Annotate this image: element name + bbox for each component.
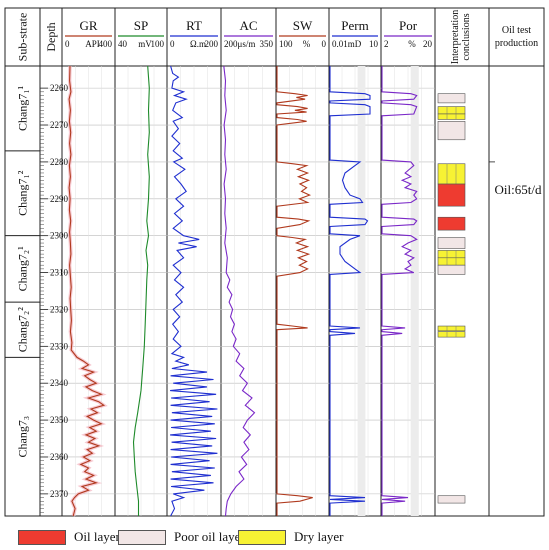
- zone-label: Chang7₂¹: [16, 246, 30, 292]
- legend-swatch-poor-oil: [118, 529, 166, 545]
- track-scale-left: 0: [170, 39, 175, 49]
- oil-test-value: Oil:65t/d: [495, 182, 542, 197]
- depth-tick-label: 2290: [50, 194, 69, 204]
- track-unit: Ω.m: [190, 39, 206, 49]
- track-scale-right: 100: [151, 39, 165, 49]
- track-unit: %: [303, 39, 311, 49]
- track-scale-left: 40: [118, 39, 128, 49]
- interpretation-column: [437, 93, 466, 504]
- log-curves: [67, 65, 418, 517]
- legend-swatch-dry: [238, 529, 286, 545]
- track-title: Por: [399, 18, 418, 33]
- track-scale-right: 400: [99, 39, 113, 49]
- interpretation-dry-layer: [437, 106, 466, 115]
- depth-tick-label: 2370: [50, 489, 69, 499]
- interpretation-poor-layer: [437, 495, 466, 504]
- legend-oil-layer: Oil layer: [18, 528, 120, 546]
- ac-curve: [223, 65, 256, 517]
- interpretation-dry-layer: [437, 331, 466, 338]
- track-scale-left: 0: [65, 39, 70, 49]
- sp-curve: [132, 65, 150, 516]
- depth-tick-label: 2330: [50, 341, 69, 351]
- track-scale-right: 20: [423, 39, 433, 49]
- oil-test-column: Oil:65t/d: [489, 161, 542, 197]
- track-scale-left: 2: [384, 39, 389, 49]
- legend-dry-layer: Dry layer: [238, 528, 343, 546]
- track-title: Perm: [341, 18, 368, 33]
- depth-header: Depth: [44, 22, 58, 51]
- interpretation-dry-layer: [437, 257, 466, 266]
- track-title: AC: [239, 18, 257, 33]
- depth-tick-label: 2280: [50, 157, 69, 167]
- interpretation-poor-layer: [437, 264, 466, 275]
- interpretation-poor-layer: [437, 237, 466, 249]
- track-scale-left: 0.01mD: [332, 39, 362, 49]
- perm-curve: [329, 66, 371, 516]
- zone-label: Chang7₁²: [16, 170, 30, 216]
- depth-tick-label: 2350: [50, 415, 69, 425]
- rt-curve: [170, 65, 218, 517]
- track-title: RT: [186, 18, 202, 33]
- depth-tick-label: 2300: [50, 231, 69, 241]
- interpretation-oil-layer: [437, 216, 466, 231]
- track-scale-right: 350: [260, 39, 274, 49]
- legend-label-poor-oil: Poor oil layer: [174, 529, 245, 544]
- track-title: GR: [79, 18, 97, 33]
- depth-tick-label: 2310: [50, 268, 69, 278]
- track-title: SW: [293, 18, 313, 33]
- depth-tick-label: 2270: [50, 120, 69, 130]
- interpretation-oil-layer: [437, 183, 466, 207]
- depth-tick-label: 2260: [50, 83, 69, 93]
- oil-test-header: Oil test: [502, 25, 531, 36]
- legend-label-oil: Oil layer: [74, 529, 120, 544]
- zone-label: Chang7₃: [16, 416, 30, 458]
- por-curve: [381, 66, 418, 516]
- interpretation-header: conclusions: [461, 13, 472, 60]
- legend-poor-oil-layer: Poor oil layer: [118, 528, 245, 546]
- interpretation-poor-layer: [437, 121, 466, 141]
- legend-label-dry: Dry layer: [294, 529, 344, 544]
- track-unit: %: [408, 39, 416, 49]
- interpretation-dry-layer: [437, 325, 466, 332]
- track-scale-left: 200μs/m: [224, 39, 255, 49]
- depth-axis: 2260 2270 2280 2290 2300 2310 2320 2330 2340 2350…: [50, 83, 69, 499]
- interpretation-dry-layer: [437, 113, 466, 120]
- interpretation-poor-layer: [437, 93, 466, 104]
- gr-curve: [68, 65, 106, 517]
- track-title: SP: [134, 18, 148, 33]
- track-scale-right: 0: [322, 39, 327, 49]
- track-unit: API: [85, 39, 100, 49]
- depth-tick-label: 2360: [50, 452, 69, 462]
- substrate-header: Sub-strate: [16, 13, 30, 62]
- depth-tick-label: 2340: [50, 378, 69, 388]
- track-scale-right: 200: [205, 39, 219, 49]
- track-scale-right: 10: [369, 39, 379, 49]
- track-scale-left: 100: [279, 39, 293, 49]
- interpretation-dry-layer: [437, 163, 466, 185]
- depth-tick-label: 2320: [50, 304, 69, 314]
- substrate-zones: Chang7₁¹ Chang7₁² Chang7₂¹ Chang7₂² Chang7₃: [5, 85, 40, 457]
- interpretation-header: Interpretation: [450, 10, 461, 64]
- zone-label: Chang7₂²: [16, 307, 30, 353]
- gr-curve-halo: [67, 65, 108, 517]
- zone-label: Chang7₁¹: [16, 85, 30, 131]
- depth-grid: [40, 66, 435, 516]
- track-unit: mV: [138, 39, 152, 49]
- legend-swatch-oil: [18, 529, 66, 545]
- sw-curve: [276, 66, 313, 516]
- legend: Oil layer Poor oil layer Dry layer: [0, 524, 549, 550]
- interpretation-dry-layer: [437, 250, 466, 259]
- oil-test-header: production: [495, 38, 538, 49]
